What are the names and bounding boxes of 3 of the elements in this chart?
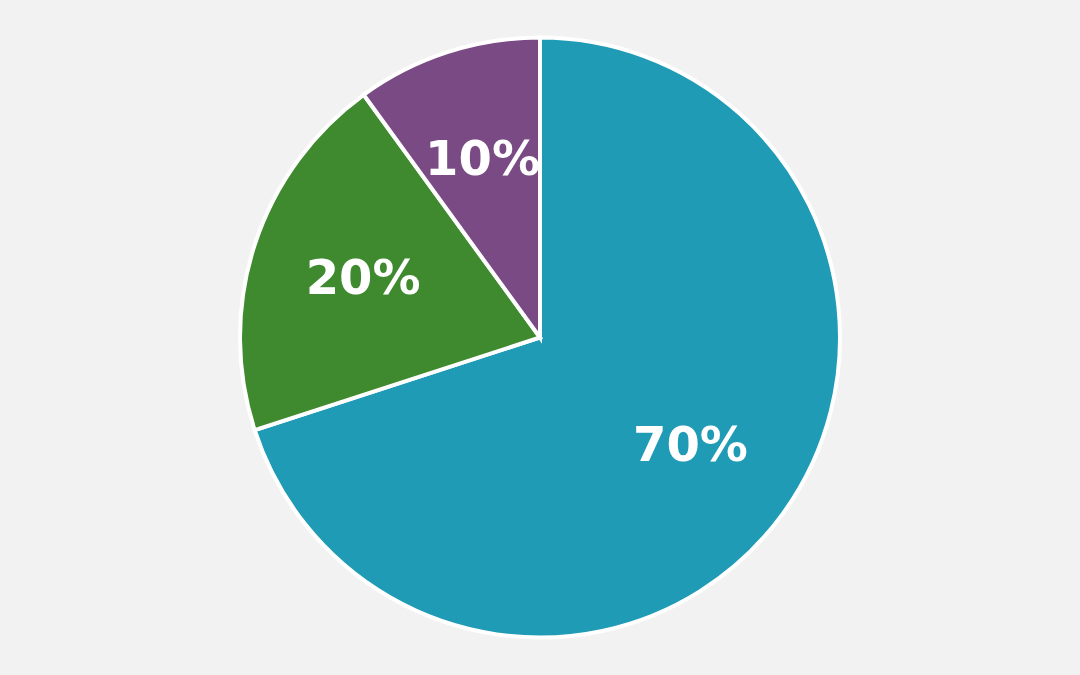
data-label: 10% — [425, 129, 540, 186]
data-label: 20% — [305, 249, 421, 306]
data-label: 70% — [633, 415, 748, 472]
